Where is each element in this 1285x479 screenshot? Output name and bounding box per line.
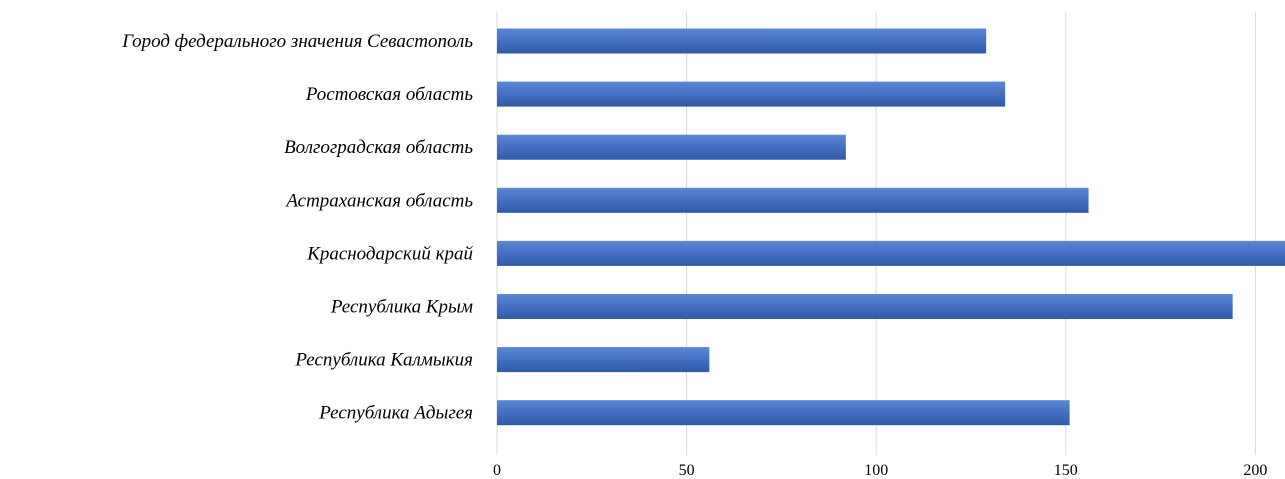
category-label: Волгоградская область: [284, 137, 473, 158]
category-label: Республика Калмыкия: [294, 350, 473, 371]
category-label: Краснодарский край: [306, 243, 473, 264]
bar: [497, 187, 1089, 213]
x-tick-label: 200: [1243, 462, 1267, 479]
x-tick-label: 150: [1054, 462, 1078, 479]
bar: [497, 240, 1285, 266]
bars: [497, 28, 1285, 426]
category-label: Город федерального значения Севастополь: [121, 31, 473, 52]
category-labels: Республика Адыгея Республика Калмыкия Респ…: [121, 31, 473, 424]
bar: [497, 28, 987, 54]
bar: [497, 294, 1233, 319]
bar: [497, 81, 1006, 107]
x-tick-label: 0: [493, 462, 501, 479]
category-label: Республика Адыгея: [318, 403, 473, 424]
category-label: Астраханская область: [284, 190, 473, 211]
bar: [497, 400, 1070, 426]
category-label: Республика Крым: [330, 297, 473, 318]
gridlines: [496, 12, 1256, 455]
category-label: Ростовская область: [305, 84, 474, 105]
x-tick-label: 100: [864, 462, 888, 479]
x-tick-label: 50: [679, 462, 695, 479]
bar: [497, 347, 710, 373]
bar: [497, 134, 846, 160]
x-axis-tick-labels: 0 50 100 150 200: [493, 462, 1267, 479]
